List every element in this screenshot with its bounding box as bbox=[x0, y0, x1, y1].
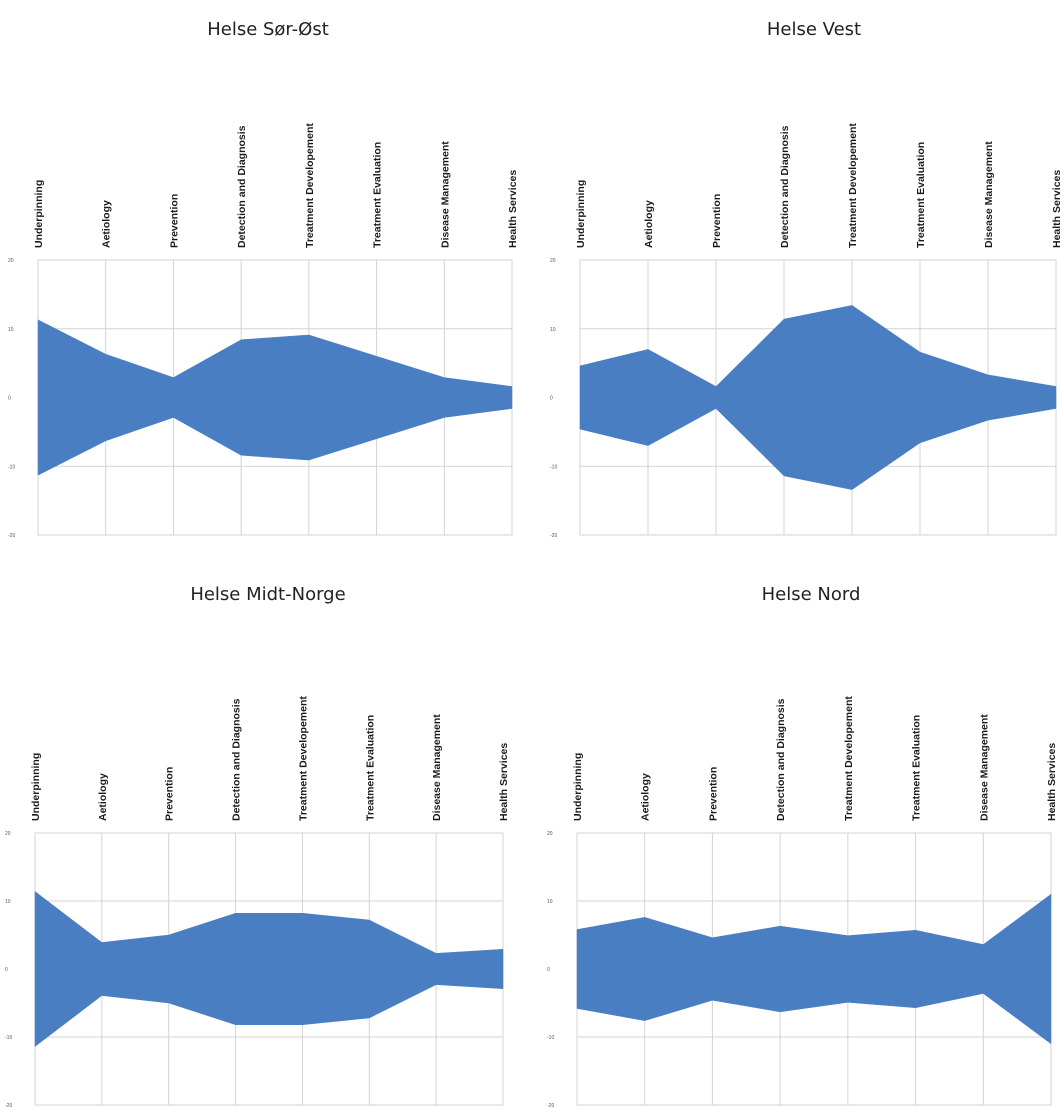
category-label-aetiology: Aetiology bbox=[97, 773, 109, 821]
chart-title: Helse Midt-Norge bbox=[190, 584, 345, 605]
category-label-detection-and-diagnosis: Detection and Diagnosis bbox=[779, 125, 791, 248]
category-label-treatment-evaluation: Treatment Evaluation bbox=[372, 142, 384, 248]
series-area bbox=[34, 890, 504, 1048]
category-label-health-services: Health Services bbox=[498, 743, 510, 821]
category-label-health-services: Health Services bbox=[507, 170, 519, 248]
category-label-disease-management: Disease Management bbox=[431, 714, 443, 821]
category-label-detection-and-diagnosis: Detection and Diagnosis bbox=[231, 698, 243, 821]
chart-svg: Helse Midt-Norge 20 10 0 -10 -20 Underpinning A… bbox=[5, 584, 510, 1109]
y-tick-label: -20 bbox=[547, 1103, 554, 1109]
y-tick-label: -10 bbox=[547, 1035, 554, 1041]
category-label-treatment-evaluation: Treatment Evaluation bbox=[364, 715, 376, 821]
y-tick-label: 0 bbox=[547, 967, 550, 973]
category-label-underpinning: Underpinning bbox=[33, 180, 45, 248]
chart-title: Helse Sør-Øst bbox=[207, 19, 329, 40]
y-tick-label: -10 bbox=[5, 1035, 12, 1041]
category-label-detection-and-diagnosis: Detection and Diagnosis bbox=[775, 698, 787, 821]
y-tick-label: -10 bbox=[550, 464, 557, 470]
y-tick-label: 10 bbox=[547, 899, 553, 905]
y-tick-label: 20 bbox=[547, 831, 553, 837]
category-label-health-services: Health Services bbox=[1046, 743, 1058, 821]
category-label-treatment-evaluation: Treatment Evaluation bbox=[911, 715, 923, 821]
category-label-disease-management: Disease Management bbox=[439, 141, 451, 248]
category-label-aetiology: Aetiology bbox=[101, 200, 113, 248]
chart-panel-helse-sor-ost: Helse Sør-Øst 20 10 0 -10 -20 Underpinning Aeti… bbox=[0, 0, 530, 550]
category-label-aetiology: Aetiology bbox=[643, 200, 655, 248]
y-tick-label: 20 bbox=[8, 258, 14, 264]
category-label-underpinning: Underpinning bbox=[572, 753, 584, 821]
category-label-treatment-developement: Treatment Developement bbox=[297, 696, 309, 821]
chart-title: Helse Vest bbox=[767, 19, 861, 40]
chart-panel-helse-midt-norge: Helse Midt-Norge 20 10 0 -10 -20 Underpinning A… bbox=[0, 555, 530, 1109]
category-label-detection-and-diagnosis: Detection and Diagnosis bbox=[236, 125, 248, 248]
chart-panel-helse-vest: Helse Vest 20 10 0 -10 -20 Underpinning Aetiolo… bbox=[530, 0, 1061, 550]
y-tick-label: 10 bbox=[550, 327, 556, 333]
category-label-health-services: Health Services bbox=[1051, 170, 1061, 248]
series-area bbox=[576, 893, 1052, 1045]
category-label-treatment-developement: Treatment Developement bbox=[843, 696, 855, 821]
category-label-disease-management: Disease Management bbox=[983, 141, 995, 248]
y-tick-label: 0 bbox=[5, 967, 8, 973]
y-tick-label: 20 bbox=[550, 258, 556, 264]
chart-svg: Helse Nord 20 10 0 -10 -20 Underpinning Aetiolo… bbox=[547, 584, 1058, 1109]
category-label-prevention: Prevention bbox=[711, 194, 723, 248]
category-label-treatment-developement: Treatment Developement bbox=[847, 123, 859, 248]
chart-panel-helse-nord: Helse Nord 20 10 0 -10 -20 Underpinning Aetiolo… bbox=[530, 555, 1061, 1109]
y-tick-label: -20 bbox=[550, 533, 557, 539]
category-label-underpinning: Underpinning bbox=[30, 753, 42, 821]
chart-svg: Helse Sør-Øst 20 10 0 -10 -20 Underpinning Aeti… bbox=[8, 19, 519, 539]
series-area bbox=[579, 305, 1057, 490]
category-label-disease-management: Disease Management bbox=[978, 714, 990, 821]
category-label-prevention: Prevention bbox=[707, 767, 719, 821]
category-label-underpinning: Underpinning bbox=[575, 180, 587, 248]
category-label-treatment-evaluation: Treatment Evaluation bbox=[915, 142, 927, 248]
y-tick-label: -10 bbox=[8, 464, 15, 470]
y-tick-label: 0 bbox=[550, 396, 553, 402]
y-tick-label: 10 bbox=[8, 327, 14, 333]
category-label-prevention: Prevention bbox=[164, 767, 176, 821]
y-tick-label: 10 bbox=[5, 899, 11, 905]
y-tick-label: 0 bbox=[8, 396, 11, 402]
chart-title: Helse Nord bbox=[762, 584, 861, 605]
category-label-aetiology: Aetiology bbox=[640, 773, 652, 821]
y-tick-label: 20 bbox=[5, 831, 11, 837]
y-tick-label: -20 bbox=[5, 1103, 12, 1109]
chart-svg: Helse Vest 20 10 0 -10 -20 Underpinning Aetiolo… bbox=[550, 19, 1061, 539]
y-tick-label: -20 bbox=[8, 533, 15, 539]
series-area bbox=[37, 319, 513, 476]
category-label-prevention: Prevention bbox=[168, 194, 180, 248]
category-label-treatment-developement: Treatment Developement bbox=[304, 123, 316, 248]
